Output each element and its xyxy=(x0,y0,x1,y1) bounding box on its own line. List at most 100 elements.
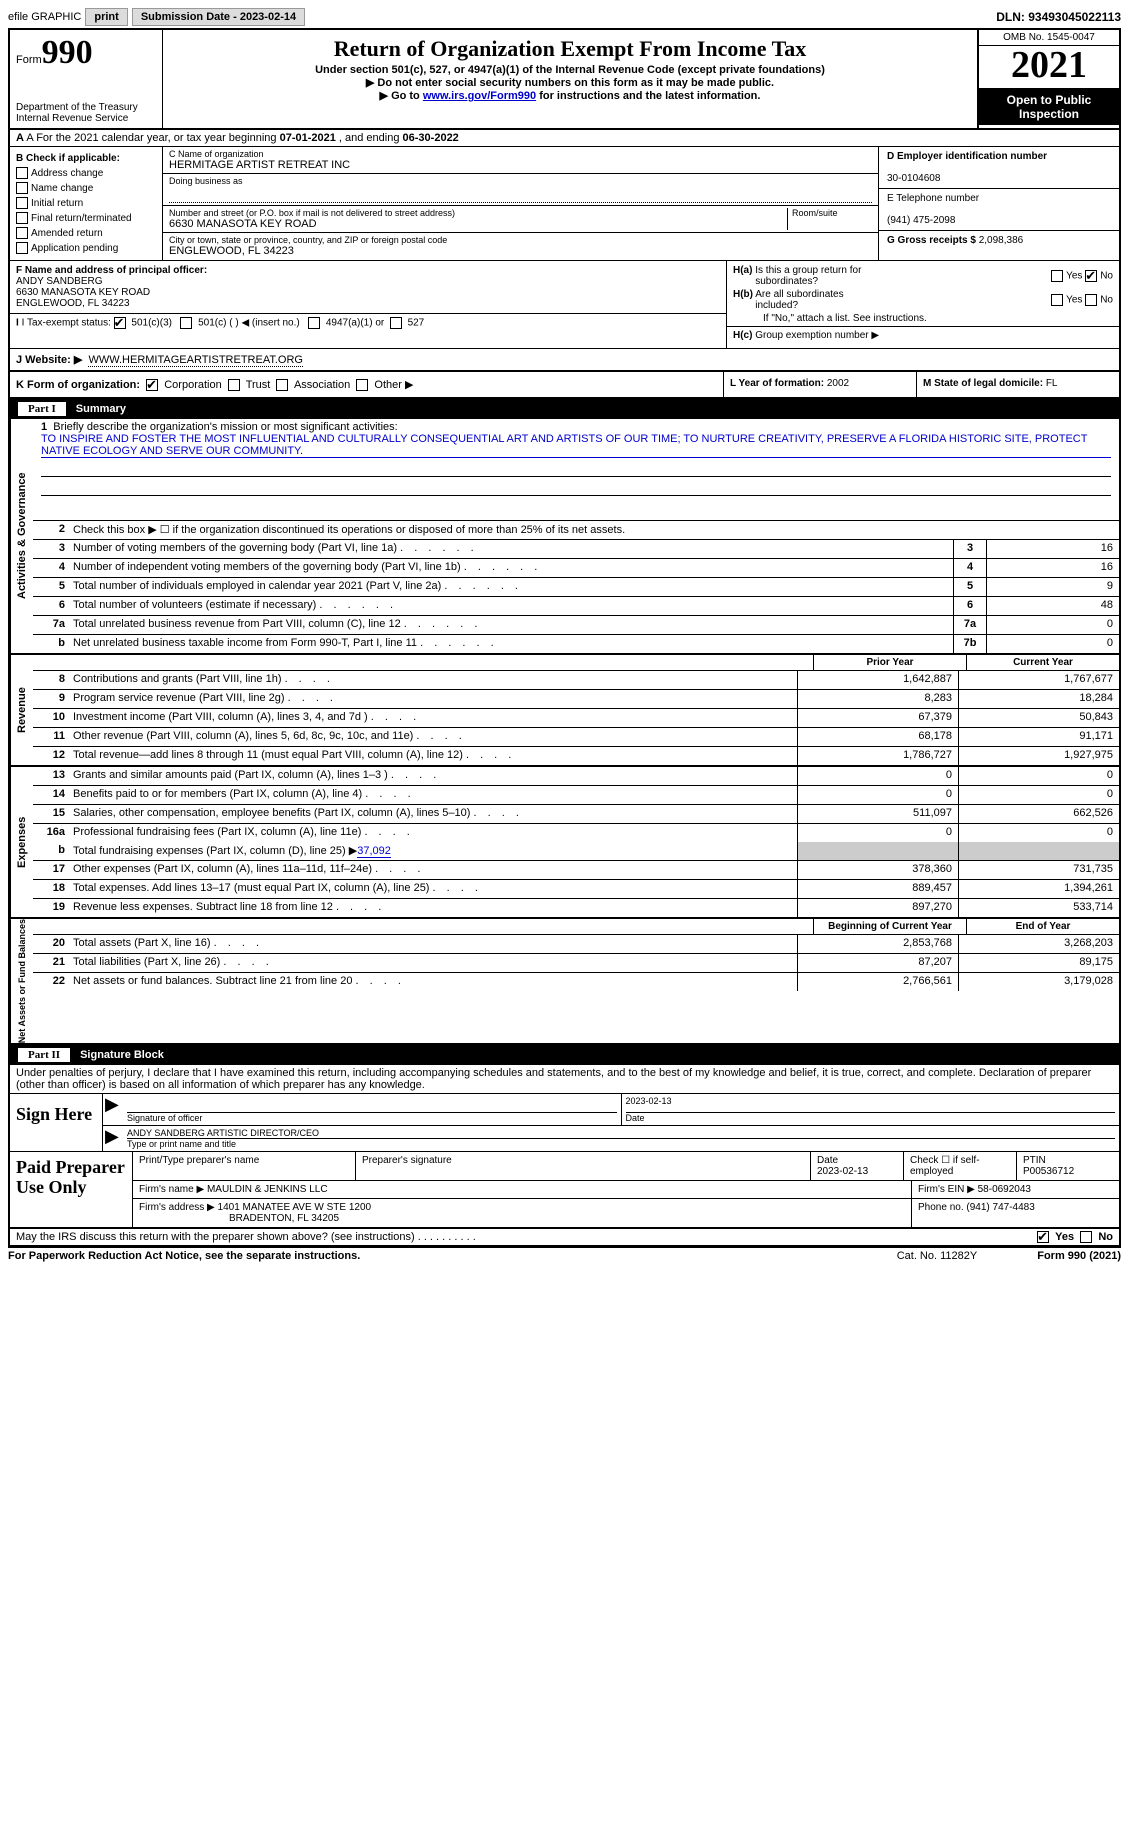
summary-line: 16aProfessional fundraising fees (Part I… xyxy=(33,824,1119,842)
opt-4947: 4947(a)(1) or xyxy=(326,318,384,329)
check-initial-return[interactable] xyxy=(16,197,28,209)
line-a-pre: A For the 2021 calendar year, or tax yea… xyxy=(26,132,279,144)
opt-other: Other ▶ xyxy=(374,379,413,391)
line-16b-prior xyxy=(797,842,958,860)
expenses-section: Expenses 13Grants and similar amounts pa… xyxy=(10,767,1119,919)
prep-date-value: 2023-02-13 xyxy=(817,1166,868,1177)
check-4947[interactable] xyxy=(308,317,320,329)
hb-yes: Yes xyxy=(1066,295,1082,306)
check-discuss-yes[interactable] xyxy=(1037,1231,1049,1243)
opt-name-change: Name change xyxy=(31,183,93,194)
prep-name-label: Print/Type preparer's name xyxy=(139,1155,259,1166)
check-corp[interactable] xyxy=(146,379,158,391)
line-l-label: L Year of formation: xyxy=(730,378,824,389)
col-begin-year: Beginning of Current Year xyxy=(813,919,966,934)
part-2-header: Part II Signature Block xyxy=(10,1045,1119,1065)
instruct-2-post: for instructions and the latest informat… xyxy=(536,90,760,102)
summary-line: 11Other revenue (Part VIII, column (A), … xyxy=(33,728,1119,747)
sig-arrow-1: ▶ xyxy=(103,1094,123,1125)
mission-block: 1 Briefly describe the organization's mi… xyxy=(33,419,1119,521)
summary-line: 22Net assets or fund balances. Subtract … xyxy=(33,973,1119,991)
summary-line: bNet unrelated business taxable income f… xyxy=(33,635,1119,653)
check-501c[interactable] xyxy=(180,317,192,329)
city-label: City or town, state or province, country… xyxy=(169,235,872,245)
addr-label: Number and street (or P.O. box if mail i… xyxy=(169,208,787,218)
summary-line: 12Total revenue—add lines 8 through 11 (… xyxy=(33,747,1119,765)
summary-line: 10Investment income (Part VIII, column (… xyxy=(33,709,1119,728)
officer-addr1: 6630 MANASOTA KEY ROAD xyxy=(16,287,150,298)
col-current-year: Current Year xyxy=(966,655,1119,670)
check-other[interactable] xyxy=(356,379,368,391)
ha-no: No xyxy=(1100,271,1113,282)
ein-label: D Employer identification number xyxy=(887,151,1047,162)
org-name-label: C Name of organization xyxy=(169,149,872,159)
form-subtitle: Under section 501(c), 527, or 4947(a)(1)… xyxy=(171,64,969,76)
line-m-val: FL xyxy=(1046,378,1058,389)
opt-initial-return: Initial return xyxy=(31,198,83,209)
prep-check-self: Check ☐ if self-employed xyxy=(904,1152,1017,1180)
gross-label: G Gross receipts $ xyxy=(887,235,976,246)
check-discuss-no[interactable] xyxy=(1080,1231,1092,1243)
sign-here-label: Sign Here xyxy=(10,1094,102,1151)
check-ha-no[interactable] xyxy=(1085,270,1097,282)
section-bcd: B Check if applicable: Address change Na… xyxy=(10,147,1119,261)
sidebar-expenses: Expenses xyxy=(10,767,33,917)
check-hb-no[interactable] xyxy=(1085,294,1097,306)
line-16b-num: b xyxy=(33,842,69,860)
check-final-return[interactable] xyxy=(16,212,28,224)
line-a: A A For the 2021 calendar year, or tax y… xyxy=(10,130,1119,147)
check-ha-yes[interactable] xyxy=(1051,270,1063,282)
part-1-label: Part I xyxy=(18,402,66,416)
part-1-header: Part I Summary xyxy=(10,399,1119,419)
check-amended-return[interactable] xyxy=(16,227,28,239)
phone-value: (941) 475-2098 xyxy=(887,215,955,226)
line-16b-desc: Total fundraising expenses (Part IX, col… xyxy=(73,845,357,857)
officer-name-title: ANDY SANDBERG ARTISTIC DIRECTOR/CEO xyxy=(127,1128,1115,1139)
box-f: F Name and address of principal officer:… xyxy=(10,261,727,348)
sig-date-value: 2023-02-13 xyxy=(626,1096,1116,1113)
check-trust[interactable] xyxy=(228,379,240,391)
irs-link[interactable]: www.irs.gov/Form990 xyxy=(423,90,536,102)
form-header: Form990 Department of the Treasury Inter… xyxy=(10,30,1119,130)
box-b: B Check if applicable: Address change Na… xyxy=(10,147,163,260)
line-2: 2 Check this box ▶ ☐ if the organization… xyxy=(33,521,1119,540)
dba-label: Doing business as xyxy=(169,176,872,186)
part-2-label: Part II xyxy=(18,1048,70,1062)
sig-date-label: Date xyxy=(626,1113,1116,1123)
check-name-change[interactable] xyxy=(16,182,28,194)
sign-here-row: Sign Here ▶ Signature of officer 2023-02… xyxy=(10,1094,1119,1152)
summary-line: 13Grants and similar amounts paid (Part … xyxy=(33,767,1119,786)
check-527[interactable] xyxy=(390,317,402,329)
paid-preparer-label: Paid Preparer Use Only xyxy=(10,1152,132,1227)
instruct-2-pre: ▶ Go to xyxy=(380,90,423,102)
line-16b: b Total fundraising expenses (Part IX, c… xyxy=(33,842,1119,861)
box-f-label: F Name and address of principal officer: xyxy=(16,265,207,276)
box-b-header: B Check if applicable: xyxy=(16,153,120,164)
ptin-label: PTIN xyxy=(1023,1155,1046,1166)
dln: DLN: 93493045022113 xyxy=(996,10,1121,24)
check-501c3[interactable] xyxy=(114,317,126,329)
firm-addr1: 1401 MANATEE AVE W STE 1200 xyxy=(218,1202,372,1213)
check-address-change[interactable] xyxy=(16,167,28,179)
check-hb-yes[interactable] xyxy=(1051,294,1063,306)
activities-governance: Activities & Governance 1 Briefly descri… xyxy=(10,419,1119,655)
line-a-end: 06-30-2022 xyxy=(403,132,459,144)
summary-line: 15Salaries, other compensation, employee… xyxy=(33,805,1119,824)
firm-name-label: Firm's name ▶ xyxy=(139,1184,204,1195)
sig-officer-label: Signature of officer xyxy=(127,1113,617,1123)
opt-assoc: Association xyxy=(294,379,350,391)
line-m-label: M State of legal domicile: xyxy=(923,378,1043,389)
ein-value: 30-0104608 xyxy=(887,173,940,184)
summary-line: 6Total number of volunteers (estimate if… xyxy=(33,597,1119,616)
col-prior-year: Prior Year xyxy=(813,655,966,670)
net-assets-section: Net Assets or Fund Balances Beginning of… xyxy=(10,919,1119,1045)
box-h: H(a) Is this a group return for subordin… xyxy=(727,261,1119,348)
sidebar-net-assets: Net Assets or Fund Balances xyxy=(10,919,33,1043)
print-button[interactable]: print xyxy=(85,8,127,26)
submission-date-button[interactable]: Submission Date - 2023-02-14 xyxy=(132,8,305,26)
line-16b-current xyxy=(958,842,1119,860)
check-application-pending[interactable] xyxy=(16,242,28,254)
check-assoc[interactable] xyxy=(276,379,288,391)
opt-501c3: 501(c)(3) xyxy=(131,318,172,329)
form-title: Return of Organization Exempt From Incom… xyxy=(171,36,969,62)
